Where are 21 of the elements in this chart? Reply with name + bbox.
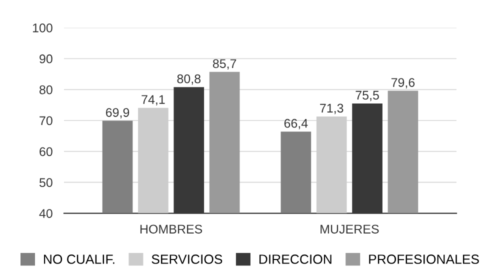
data-label: 75,5 <box>356 90 379 102</box>
y-tick-label: 50 <box>39 178 52 188</box>
x-tick-label: MUJERES <box>320 224 379 234</box>
legend-label: DIRECCION <box>259 254 332 264</box>
data-label: 79,6 <box>391 78 415 88</box>
data-label: 66,4 <box>284 118 308 130</box>
y-tick-label: 40 <box>39 209 52 218</box>
y-tick-label: 60 <box>40 147 52 156</box>
y-tick-label: 100 <box>32 24 52 32</box>
data-label: 85,7 <box>212 59 236 70</box>
legend-label: PROFESIONALES <box>369 254 479 264</box>
legend-label: NO CUALIF. <box>44 254 114 264</box>
data-label: 69,9 <box>106 108 130 118</box>
data-label: 80,8 <box>177 74 201 85</box>
y-tick-label: 80 <box>40 85 52 94</box>
legend-label: SERVICIOS <box>152 254 222 264</box>
data-label: 74,1 <box>142 95 165 106</box>
x-tick-label: HOMBRES <box>140 224 202 234</box>
y-tick-label: 90 <box>40 54 52 64</box>
y-tick-label: 70 <box>40 116 52 126</box>
data-label: 71,3 <box>320 104 344 114</box>
